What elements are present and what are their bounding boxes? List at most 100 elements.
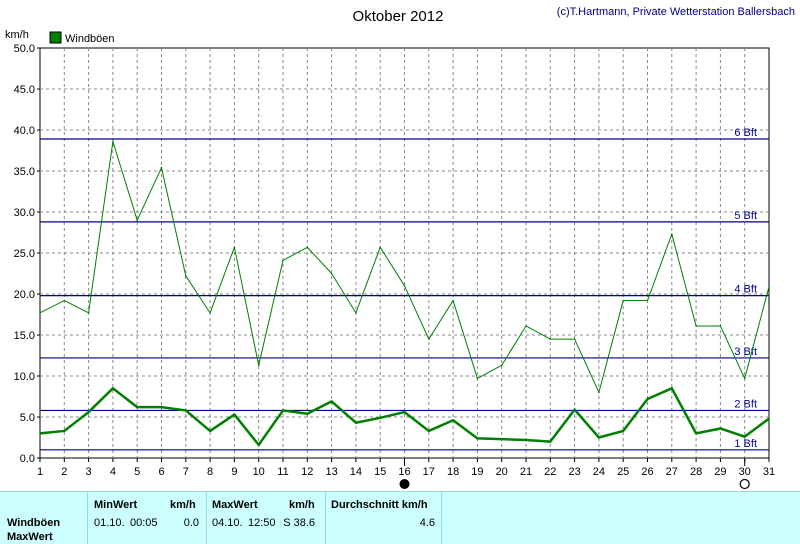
data-point: [500, 364, 503, 367]
x-tick-label: 17: [423, 466, 435, 478]
data-point: [257, 364, 260, 367]
y-tick-label: 15.0: [14, 330, 35, 342]
data-point: [87, 411, 90, 413]
x-tick-label: 20: [496, 466, 508, 478]
data-point: [257, 444, 260, 446]
beaufort-label: 2 Bft: [734, 398, 757, 410]
x-tick-label: 15: [374, 466, 386, 478]
data-point: [39, 312, 41, 314]
data-point: [379, 417, 382, 419]
data-point: [355, 421, 357, 424]
x-tick-label: 12: [301, 466, 313, 478]
x-tick-label: 2: [61, 466, 67, 478]
y-tick-label: 35.0: [14, 166, 35, 178]
data-point: [768, 285, 770, 288]
beaufort-label: 1 Bft: [734, 438, 757, 450]
data-point: [282, 259, 284, 262]
min-unit: km/h: [170, 499, 196, 511]
x-tick-label: 29: [714, 466, 726, 478]
data-point: [306, 246, 309, 249]
chart-title: Oktober 2012: [353, 8, 444, 25]
max-date: 04.10.: [212, 517, 243, 529]
data-point: [598, 391, 600, 394]
data-point: [695, 432, 697, 435]
max-value: S 38.6: [283, 517, 315, 529]
x-tick-label: 18: [447, 466, 459, 478]
x-tick-label: 5: [134, 466, 140, 478]
x-tick-label: 26: [641, 466, 653, 478]
data-point: [209, 430, 211, 432]
data-point: [768, 417, 770, 420]
x-tick-label: 28: [690, 466, 702, 478]
min-date: 01.10.: [94, 517, 125, 529]
x-tick-label: 21: [520, 466, 532, 478]
table-divider: [441, 492, 442, 544]
data-point: [185, 409, 187, 412]
data-point: [598, 436, 600, 439]
y-tick-label: 30.0: [14, 207, 35, 219]
data-point: [355, 312, 357, 314]
data-point: [646, 398, 649, 400]
data-point: [160, 166, 163, 169]
data-point: [719, 325, 722, 327]
x-tick-label: 30: [739, 466, 751, 478]
data-point: [549, 338, 552, 340]
min-time: 00:05: [130, 517, 158, 529]
x-tick-label: 24: [593, 466, 605, 478]
data-point: [136, 406, 138, 408]
data-point: [573, 338, 576, 340]
data-point: [428, 338, 430, 340]
max-header: MaxWert: [212, 499, 258, 511]
data-point: [330, 272, 333, 275]
data-point: [136, 219, 138, 221]
y-tick-label: 20.0: [14, 289, 35, 301]
data-point: [403, 285, 406, 287]
data-point: [452, 419, 454, 422]
beaufort-label: 3 Bft: [734, 346, 757, 358]
data-point: [476, 437, 479, 440]
data-point: [112, 387, 114, 390]
wind-gust-chart: Oktober 2012 (c)T.Hartmann, Private Wett…: [5, 6, 795, 490]
data-point: [379, 246, 382, 249]
data-point: [233, 246, 236, 249]
y-tick-label: 50.0: [14, 43, 35, 55]
table-divider: [206, 492, 207, 544]
data-point: [403, 411, 406, 413]
data-point: [209, 312, 211, 314]
y-axis-unit: km/h: [5, 29, 29, 41]
data-point: [63, 430, 66, 432]
x-tick-label: 31: [763, 466, 775, 478]
beaufort-label: 6 Bft: [734, 127, 757, 139]
data-point: [646, 299, 649, 302]
data-point: [63, 299, 66, 302]
data-point: [525, 325, 527, 327]
y-tick-label: 40.0: [14, 125, 35, 137]
data-point: [39, 432, 41, 435]
avg-header: Durchschnitt km/h: [331, 499, 428, 511]
row-label-windboen: Windböen: [7, 517, 61, 529]
data-point: [87, 312, 90, 314]
data-point: [330, 400, 333, 403]
legend-swatch: [49, 31, 62, 44]
table-divider: [325, 492, 326, 544]
y-tick-label: 5.0: [20, 412, 35, 424]
max-time: 12:50: [248, 517, 276, 529]
data-point: [743, 435, 746, 438]
x-tick-label: 4: [110, 466, 116, 478]
data-point: [671, 233, 673, 235]
data-point: [549, 440, 552, 443]
x-tick-label: 10: [253, 466, 265, 478]
data-point: [428, 430, 430, 432]
x-tick-label: 1: [37, 466, 43, 478]
avg-value: 4.6: [419, 517, 435, 529]
min-value: 0.0: [183, 517, 199, 529]
data-point: [282, 409, 284, 412]
data-point: [695, 325, 697, 327]
x-tick-label: 6: [158, 466, 164, 478]
y-tick-label: 0.0: [20, 453, 35, 465]
data-point: [233, 413, 236, 416]
data-point: [306, 412, 309, 415]
x-tick-label: 7: [183, 466, 189, 478]
data-point: [573, 408, 576, 411]
x-tick-label: 19: [471, 466, 483, 478]
